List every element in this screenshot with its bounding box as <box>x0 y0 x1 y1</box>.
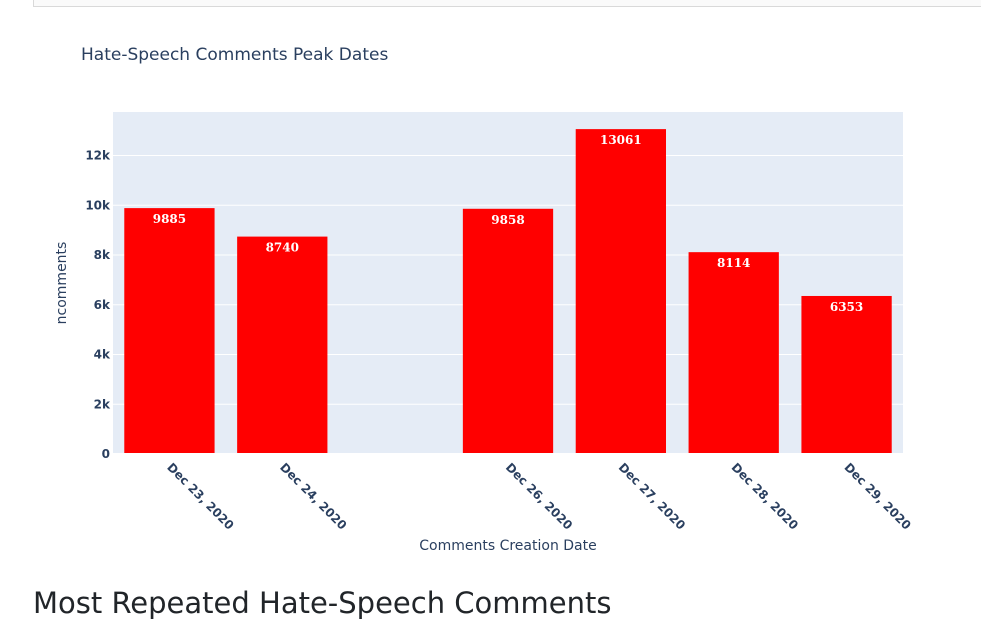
bar-chart: 0 2k 4k 6k 8k 10k 12k 9885 Dec 23, 2020 8740 Dec 2… <box>54 112 914 554</box>
y-tick-label: 6k <box>94 298 111 312</box>
bar-data-label: 13061 <box>600 133 642 147</box>
x-tick-label: Dec 24, 2020 <box>277 460 349 532</box>
bar <box>575 129 666 454</box>
bar-data-label: 6353 <box>830 300 863 314</box>
bar-data-label: 8114 <box>717 256 750 270</box>
bar-data-label: 8740 <box>266 241 299 255</box>
x-axis-title: Comments Creation Date <box>419 538 596 554</box>
bar <box>801 295 892 454</box>
chart-title: Hate-Speech Comments Peak Dates <box>81 45 389 65</box>
x-tick-label: Dec 26, 2020 <box>503 460 575 532</box>
y-tick-label: 0 <box>102 447 110 461</box>
bar <box>462 208 554 454</box>
bar <box>124 208 215 454</box>
x-tick-label: Dec 23, 2020 <box>164 460 236 532</box>
y-axis-title: ncomments <box>54 242 70 325</box>
bar <box>688 252 779 454</box>
y-tick-label: 10k <box>85 198 111 212</box>
top-frame-border <box>33 0 981 7</box>
bar-data-label: 9885 <box>153 212 186 226</box>
section-heading: Most Repeated Hate-Speech Comments <box>33 586 612 620</box>
y-tick-label: 4k <box>94 348 111 362</box>
bar <box>237 236 328 454</box>
bar-data-label: 9858 <box>491 213 524 227</box>
x-tick-label: Dec 27, 2020 <box>616 460 688 532</box>
y-tick-label: 12k <box>85 149 111 163</box>
x-tick-label: Dec 29, 2020 <box>841 460 913 532</box>
y-tick-label: 2k <box>94 397 111 411</box>
y-tick-label: 8k <box>94 248 111 262</box>
x-tick-label: Dec 28, 2020 <box>729 460 801 532</box>
